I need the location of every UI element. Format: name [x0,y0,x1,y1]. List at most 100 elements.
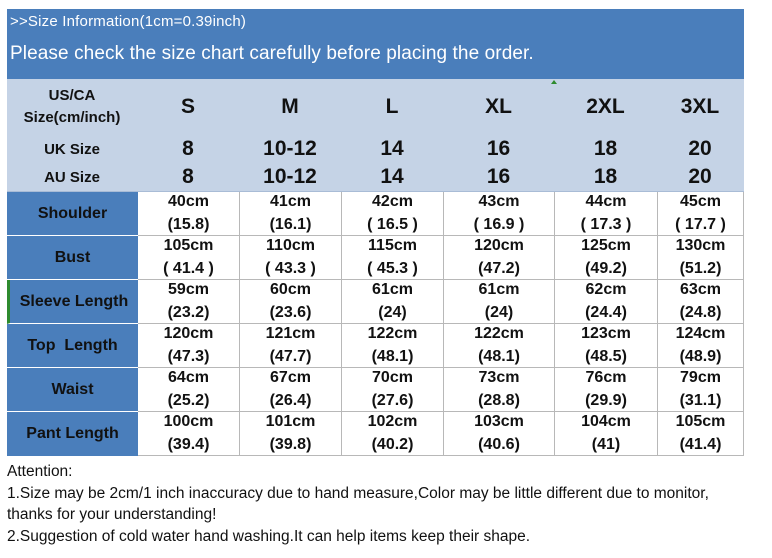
inch-value: ( 43.3 ) [265,260,316,277]
row-label-waist: Waist [7,368,138,412]
measurement-cell: 70cm (27.6) [342,368,444,411]
us-size-2xl: 2XL [586,95,625,118]
inch-value: (31.1) [679,392,722,409]
inch-value: (24) [378,304,407,321]
inch-value: (24.8) [679,304,722,321]
cm-value: 67cm [270,369,311,386]
table-row: 100cm (39.4) 101cm (39.8) 102cm (40.2) 103cm (4… [138,412,744,456]
cm-value: 120cm [474,237,524,254]
inch-value: (51.2) [679,260,722,277]
measurement-cell: 79cm (31.1) [658,368,744,411]
cm-value: 130cm [675,237,726,254]
cm-value: 120cm [163,325,214,342]
inch-value: (24) [484,304,514,321]
inch-value: (39.4) [167,436,210,453]
measurement-cell: 125cm (49.2) [555,236,658,279]
table-row: 64cm (25.2) 67cm (26.4) 70cm (27.6) 73cm (28.8)… [138,368,744,412]
inch-value: (48.1) [478,348,520,365]
au-size-label: AU Size [44,168,100,186]
inch-value: (28.8) [478,392,520,409]
measurement-cell: 123cm (48.5) [555,324,658,367]
measurement-cell: 60cm (23.6) [240,280,342,323]
measurement-cell: 76cm (29.9) [555,368,658,411]
cm-value: 115cm [368,237,417,254]
measurement-cell: 115cm ( 45.3 ) [342,236,444,279]
measurement-cell: 44cm ( 17.3 ) [555,192,658,235]
measurement-cell: 61cm (24) [444,280,555,323]
cm-value: 40cm [168,193,209,210]
au-size-value: 16 [486,165,511,188]
cm-value: 105cm [675,413,726,430]
measurement-cell: 62cm (24.4) [555,280,658,323]
measurement-cell: 59cm (23.2) [138,280,240,323]
row-label-sleeve-length: Sleeve Length [7,280,138,324]
uk-size-value: 8 [182,137,194,160]
measurement-cell: 120cm (47.3) [138,324,240,367]
inch-value: (49.2) [585,260,627,277]
table-row: 59cm (23.2) 60cm (23.6) 61cm (24) 61cm (24) 62cm… [138,280,744,324]
inch-value: (48.5) [585,348,627,365]
attention-line-2: thanks for your understanding! [7,506,217,523]
measurement-cell: 42cm ( 16.5 ) [342,192,444,235]
inch-value: ( 45.3 ) [367,260,418,277]
measurement-cell: 100cm (39.4) [138,412,240,455]
cm-value: 104cm [581,413,631,430]
inch-value: (48.1) [371,348,414,365]
row-label-top-length: Top Length [7,324,138,368]
us-size-3xl: 3XL [680,95,720,118]
measurement-cell: 105cm (41.4) [658,412,744,455]
us-size-xl: XL [485,95,512,118]
uk-size-label: UK Size [44,140,100,158]
inch-value: ( 16.9 ) [473,216,525,233]
table-row: 40cm (15.8) 41cm (16.1) 42cm ( 16.5 ) 43cm ( 16… [138,192,744,236]
uk-size-row: UK Size 8 10-12 14 16 18 20 [7,135,744,163]
cm-value: 42cm [372,193,413,210]
size-info-instruction: Please check the size chart carefully be… [10,43,534,64]
us-label-line1: US/CA [48,87,96,104]
au-size-value: 8 [182,165,194,188]
measurement-cell: 45cm ( 17.7 ) [658,192,744,235]
inch-value: ( 41.4 ) [163,260,214,277]
cm-value: 76cm [585,369,627,386]
measurement-cell: 40cm (15.8) [138,192,240,235]
us-size-row: US/CA Size(cm/inch) S M L XL 2XL 3XL [7,79,744,135]
measurement-cell: 120cm (47.2) [444,236,555,279]
measurement-cell: 73cm (28.8) [444,368,555,411]
cm-value: 122cm [367,325,418,342]
inch-value: (41) [591,436,621,453]
uk-size-value: 10-12 [263,137,317,160]
inch-value: (29.9) [585,392,627,409]
row-label-pant-length: Pant Length [26,425,119,442]
inch-value: (23.2) [167,304,210,321]
cm-value: 59cm [168,281,209,298]
inch-value: (27.6) [371,392,414,409]
uk-size-value: 14 [380,137,404,160]
measurement-cell: 121cm (47.7) [240,324,342,367]
size-header: US/CA Size(cm/inch) S M L XL 2XL 3XL UK … [7,79,744,191]
cm-value: 41cm [270,193,311,210]
measurement-cell: 110cm ( 43.3 ) [240,236,342,279]
au-size-value: 20 [688,165,712,188]
cm-value: 124cm [675,325,726,342]
au-size-row: AU Size 8 10-12 14 16 18 20 [7,163,744,191]
inch-value: (23.6) [269,304,312,321]
cm-value: 45cm [680,193,721,210]
measurement-cell: 122cm (48.1) [342,324,444,367]
measurement-cell: 63cm (24.8) [658,280,744,323]
measurement-labels: Shoulder Bust Sleeve Length Top Length W… [7,192,138,456]
inch-value: (48.9) [679,348,722,365]
measurement-cell: 101cm (39.8) [240,412,342,455]
inch-value: (47.3) [167,348,210,365]
size-info-heading: >>Size Information(1cm=0.39inch) [10,13,247,30]
us-size-label: US/CA Size(cm/inch) [7,85,137,129]
cm-value: 64cm [168,369,209,386]
measurement-cell: 124cm (48.9) [658,324,744,367]
measurement-cell: 102cm (40.2) [342,412,444,455]
corner-marker-icon [551,80,557,84]
cm-value: 79cm [680,369,721,386]
inch-value: ( 17.7 ) [675,216,726,233]
size-info-banner: >>Size Information(1cm=0.39inch) Please … [7,9,744,79]
row-label-bust: Bust [7,236,138,280]
cm-value: 121cm [265,325,316,342]
us-size-m: M [281,95,299,118]
